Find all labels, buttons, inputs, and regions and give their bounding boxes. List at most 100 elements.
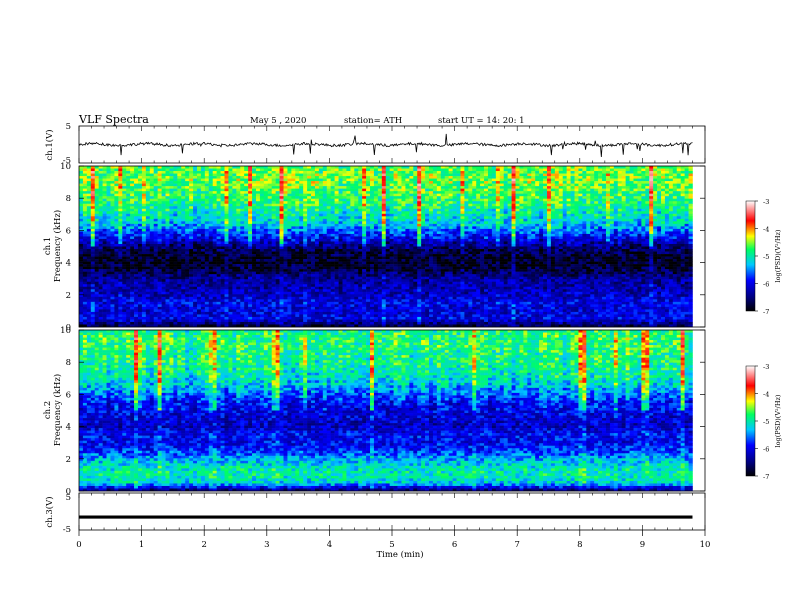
ch1-spectrogram-cell bbox=[126, 226, 131, 230]
ch1-spectrogram-cell bbox=[181, 243, 186, 247]
ch1-spectrogram-cell bbox=[165, 236, 170, 240]
ch1-spectrogram-cell bbox=[566, 231, 571, 235]
ch1-spectrogram-cell bbox=[252, 213, 257, 217]
ch1-spectrogram-cell bbox=[212, 203, 217, 207]
ch1-spectrogram-cell bbox=[114, 243, 119, 247]
ch1-spectrogram-cell bbox=[393, 208, 398, 212]
ch1-spectrogram-cell bbox=[664, 236, 670, 240]
ch1-spectrogram-cell bbox=[252, 198, 257, 202]
ch1-spectrogram-cell bbox=[334, 208, 339, 212]
ch1-spectrogram-cell bbox=[515, 236, 520, 240]
ch1-spectrogram-cell bbox=[232, 178, 237, 182]
ch1-spectrogram-cell bbox=[354, 171, 359, 174]
ch1-spectrogram-cell bbox=[259, 178, 265, 182]
ch1-spectrogram-cell bbox=[672, 188, 678, 192]
ch1-spectrogram-cell bbox=[145, 221, 151, 225]
ch1-spectrogram-cell bbox=[295, 228, 300, 232]
ch1-spectrogram-cell bbox=[157, 241, 162, 245]
ch1-spectrogram-cell bbox=[617, 231, 622, 235]
ch1-spectrogram-cell bbox=[582, 176, 587, 179]
ch1-spectrogram-cell bbox=[283, 213, 288, 217]
ch1-spectrogram-cell bbox=[385, 203, 390, 207]
ch1-spectrogram-cell bbox=[299, 213, 304, 217]
ch1-spectrogram-cell bbox=[480, 226, 485, 230]
ch1-spectrogram-cell bbox=[196, 216, 202, 220]
ch1-spectrogram-cell bbox=[228, 188, 233, 192]
ch1-spectrogram-cell bbox=[429, 183, 434, 187]
ch1-spectrogram-cell bbox=[370, 238, 375, 242]
ch1-spectrogram-cell bbox=[307, 186, 312, 189]
ch1-spectrogram-cell bbox=[668, 166, 674, 169]
ch1-spectrogram-cell bbox=[468, 233, 473, 237]
ch1-spectrogram-cell bbox=[432, 168, 438, 172]
ch1-spectrogram-cell bbox=[413, 218, 418, 222]
ch1-spectrogram-cell bbox=[476, 178, 481, 182]
ch1-spectrogram-cell bbox=[397, 208, 402, 212]
ch1-spectrogram-cell bbox=[295, 208, 300, 212]
ch1-spectrogram-cell bbox=[370, 206, 375, 210]
ch1-spectrogram-cell bbox=[287, 203, 292, 207]
ch1-spectrogram-cell bbox=[495, 201, 501, 205]
ch1-spectrogram-cell bbox=[429, 203, 434, 207]
ch1-spectrogram-cell bbox=[189, 221, 194, 225]
ch1-spectrogram-cell bbox=[216, 226, 221, 230]
ch1-spectrogram-cell bbox=[259, 168, 265, 172]
ch1-spectrogram-cell bbox=[275, 191, 280, 194]
ch1-spectrogram-cell bbox=[523, 191, 528, 194]
ch1-spectrogram-cell bbox=[499, 176, 505, 179]
ch1-spectrogram-cell bbox=[653, 188, 658, 192]
ch1-spectrogram-cell bbox=[244, 228, 249, 232]
ch1-spectrogram-cell bbox=[358, 171, 363, 174]
ch1-spectrogram-cell bbox=[499, 216, 505, 220]
ch1-spectrogram-cell bbox=[358, 218, 363, 222]
ch1-spectrogram-cell bbox=[602, 203, 607, 207]
ch1-spectrogram-cell bbox=[236, 218, 241, 222]
ch1-spectrogram-cell bbox=[334, 236, 339, 240]
ch1-spectrogram-cell bbox=[409, 198, 414, 202]
ch1-spectrogram-cell bbox=[661, 206, 666, 210]
ch1-spectrogram-cell bbox=[460, 236, 465, 240]
ch1-spectrogram-cell bbox=[122, 198, 127, 202]
ch1-spectrogram-cell bbox=[491, 223, 497, 227]
ch1-spectrogram-cell bbox=[653, 168, 658, 172]
ch1-spectrogram-cell bbox=[362, 208, 367, 212]
ch1-spectrogram-cell bbox=[425, 213, 430, 217]
ch1-spectrogram-cell bbox=[114, 203, 119, 207]
ch1-spectrogram-cell bbox=[114, 198, 119, 202]
ch1-spectrogram-cell bbox=[177, 211, 182, 215]
ch1-spectrogram-cell bbox=[543, 168, 548, 172]
ch1-spectrogram-cell bbox=[271, 188, 276, 192]
ch1-spectrogram-cell bbox=[98, 191, 103, 194]
ch1-spectrogram-cell bbox=[82, 231, 88, 235]
ch1-spectrogram-cell bbox=[637, 223, 642, 227]
ch1-spectrogram-cell bbox=[637, 213, 642, 217]
ch1-spectrogram-cell bbox=[558, 186, 563, 189]
ch1-spectrogram-cell bbox=[609, 186, 615, 189]
ch1-spectrogram-cell bbox=[208, 191, 213, 194]
ch1-spectrogram-cell bbox=[519, 173, 524, 177]
ch1-spectrogram-cell bbox=[590, 186, 595, 189]
ch1-spectrogram-cell bbox=[338, 206, 343, 210]
ch1-spectrogram-cell bbox=[200, 241, 206, 245]
ch1-spectrogram-cell bbox=[393, 186, 398, 189]
ch1-spectrogram-cell bbox=[208, 178, 213, 182]
ch1-spectrogram-cell bbox=[586, 181, 591, 184]
ch1-spectrogram-cell bbox=[539, 208, 544, 212]
ch1-spectrogram-cell bbox=[177, 223, 182, 227]
ch1-spectrogram-cell bbox=[444, 218, 449, 222]
ch1-spectrogram-cell bbox=[377, 218, 383, 222]
ch1-spectrogram-cell bbox=[126, 188, 131, 192]
ch1-spectrogram-cell bbox=[173, 188, 178, 192]
ch1-spectrogram-cell bbox=[204, 226, 210, 230]
ch1-spectrogram-cell bbox=[362, 186, 367, 189]
ch1-spectrogram-cell bbox=[617, 206, 622, 210]
ch1-spectrogram-cell bbox=[200, 228, 206, 232]
ch1-spectrogram-cell bbox=[574, 211, 579, 215]
ch1-spectrogram-cell bbox=[354, 223, 359, 227]
ch1-spectrogram-cell bbox=[82, 238, 88, 242]
ch1-spectrogram-cell bbox=[409, 211, 414, 215]
ch1-spectrogram-cell bbox=[314, 166, 320, 169]
ch1-spectrogram-cell bbox=[303, 211, 308, 215]
ch1-spectrogram-cell bbox=[373, 191, 379, 194]
ch1-spectrogram-cell bbox=[232, 238, 237, 242]
